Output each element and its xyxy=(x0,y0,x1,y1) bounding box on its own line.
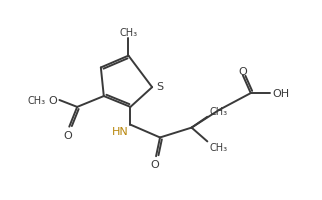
Text: O: O xyxy=(63,130,72,140)
Text: HN: HN xyxy=(112,126,128,136)
Text: CH₃: CH₃ xyxy=(27,96,46,105)
Text: O: O xyxy=(151,159,159,169)
Text: O: O xyxy=(239,67,247,77)
Text: CH₃: CH₃ xyxy=(119,28,137,38)
Text: CH₃: CH₃ xyxy=(209,106,227,116)
Text: CH₃: CH₃ xyxy=(209,143,227,153)
Text: S: S xyxy=(156,82,163,92)
Text: O: O xyxy=(49,96,57,105)
Text: OH: OH xyxy=(272,89,289,99)
